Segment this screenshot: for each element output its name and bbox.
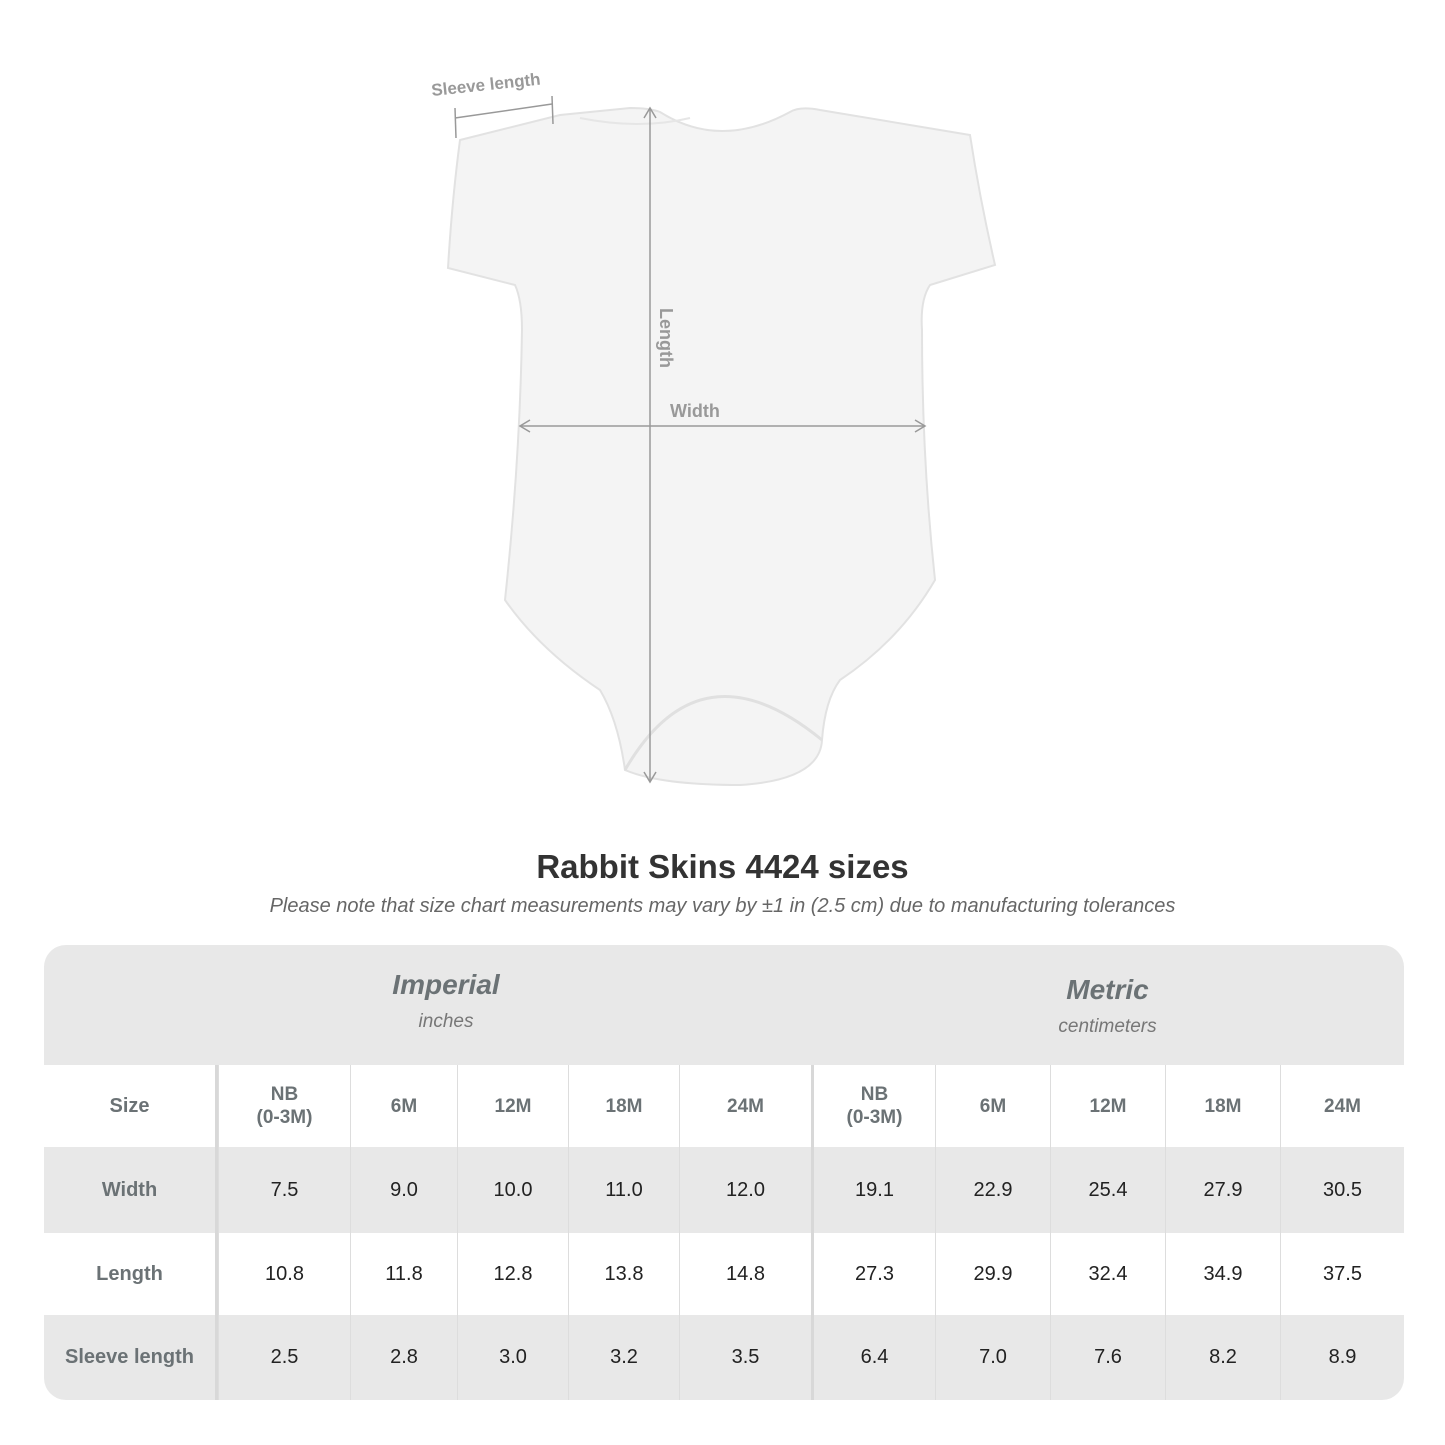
size-label: 12M [1090, 1095, 1127, 1118]
size-label-line: 12M [1089, 1095, 1127, 1117]
sleeve-tick-left [454, 107, 457, 139]
table-header: Imperial inches Metric centimeters [44, 945, 1404, 1065]
value-cell: 13.8 [568, 1233, 679, 1315]
sleeve-arrow [454, 103, 553, 119]
value-cell: 10.0 [457, 1147, 568, 1233]
imperial-header: Imperial inches [218, 969, 674, 1033]
value-cell: 7.0 [935, 1315, 1050, 1400]
value-cell: 2.8 [350, 1315, 457, 1400]
size-header-cell: 24M [1280, 1065, 1404, 1147]
row-label: Width [44, 1147, 218, 1233]
value-cell: 10.8 [218, 1233, 350, 1315]
value-cell: 11.0 [568, 1147, 679, 1233]
sleeve-tick-right [551, 95, 554, 125]
value-cell: 29.9 [935, 1233, 1050, 1315]
size-label: 6M [980, 1095, 1006, 1118]
size-header-cell: 24M [679, 1065, 811, 1147]
value-cell: 3.0 [457, 1315, 568, 1400]
row-label: Sleeve length [44, 1315, 218, 1400]
size-label-line: NB [860, 1084, 889, 1105]
value-cell: 25.4 [1050, 1147, 1165, 1233]
length-arrowhead-top [643, 106, 657, 119]
size-label-line: NB [270, 1084, 299, 1105]
imperial-unit: inches [418, 1011, 474, 1032]
value-cell: 3.5 [679, 1315, 811, 1400]
value-cell: 27.3 [811, 1233, 935, 1315]
size-header-cell: NB (0-3M) [218, 1065, 350, 1147]
width-arrowhead-right [914, 419, 927, 433]
value-cell: 34.9 [1165, 1233, 1280, 1315]
length-label: Length [656, 308, 676, 368]
chart-subtitle: Please note that size chart measurements… [269, 895, 1176, 917]
size-table: Imperial inches Metric centimeters Size N… [44, 945, 1404, 1400]
width-label: Width [670, 401, 720, 421]
value-cell: 6.4 [811, 1315, 935, 1400]
onesie-diagram: Sleeve length Length Width [430, 70, 997, 787]
size-header-cell: 12M [1050, 1065, 1165, 1147]
size-label: NB (0-3M) [847, 1083, 903, 1129]
size-label-line: 18M [1204, 1095, 1242, 1117]
size-label-line: (0-3M) [256, 1107, 313, 1128]
size-label: 18M [606, 1095, 643, 1118]
sleeve-length-label: Sleeve length [430, 70, 541, 100]
size-label: 24M [1324, 1095, 1361, 1118]
value-cell: 37.5 [1280, 1233, 1404, 1315]
metric-title: Metric [1066, 974, 1149, 1005]
size-header-cell: 18M [1165, 1065, 1280, 1147]
value-cell: 12.0 [679, 1147, 811, 1233]
measurement-lines [454, 95, 927, 784]
size-label: 18M [1205, 1095, 1242, 1118]
imperial-title: Imperial [392, 969, 500, 1000]
size-label-line: (0-3M) [846, 1107, 903, 1128]
value-cell: 19.1 [811, 1147, 935, 1233]
size-header-row: Size NB (0-3M) 6M 12M 18M 24M NB (0-3M) 6M 12M 18M 2… [44, 1065, 1404, 1147]
size-label-line: 6M [979, 1095, 1007, 1117]
value-cell: 7.5 [218, 1147, 350, 1233]
size-label: 24M [727, 1095, 764, 1118]
size-label: NB (0-3M) [257, 1083, 313, 1129]
chart-title: Rabbit Skins 4424 sizes [536, 848, 909, 885]
metric-unit: centimeters [1058, 1016, 1157, 1037]
size-label-line: 24M [1324, 1095, 1361, 1117]
value-cell: 30.5 [1280, 1147, 1404, 1233]
table-row: Width 7.5 9.0 10.0 11.0 12.0 19.1 22.9 25.4 27.9 3… [44, 1147, 1404, 1233]
size-label-line: 12M [494, 1095, 532, 1117]
value-cell: 9.0 [350, 1147, 457, 1233]
value-cell: 12.8 [457, 1233, 568, 1315]
size-label: 6M [391, 1095, 417, 1118]
value-cell: 3.2 [568, 1315, 679, 1400]
width-arrowhead-left [518, 419, 531, 433]
collar [579, 117, 691, 125]
value-cell: 8.9 [1280, 1315, 1404, 1400]
row-label: Size [44, 1065, 218, 1147]
metric-header: Metric centimeters [811, 974, 1404, 1038]
size-header-cell: NB (0-3M) [811, 1065, 935, 1147]
value-cell: 7.6 [1050, 1315, 1165, 1400]
length-arrowhead-bottom [643, 771, 657, 784]
table-row: Length 10.8 11.8 12.8 13.8 14.8 27.3 29.9 32.4 34… [44, 1233, 1404, 1315]
value-cell: 32.4 [1050, 1233, 1165, 1315]
value-cell: 11.8 [350, 1233, 457, 1315]
row-label: Length [44, 1233, 218, 1315]
size-header-cell: 6M [935, 1065, 1050, 1147]
value-cell: 14.8 [679, 1233, 811, 1315]
size-header-cell: 12M [457, 1065, 568, 1147]
value-cell: 22.9 [935, 1147, 1050, 1233]
size-header-cell: 18M [568, 1065, 679, 1147]
size-label: 12M [495, 1095, 532, 1118]
value-cell: 27.9 [1165, 1147, 1280, 1233]
size-header-cell: 6M [350, 1065, 457, 1147]
snap-flap [623, 695, 823, 771]
onesie-image [446, 106, 997, 787]
size-label-line: 24M [727, 1095, 764, 1117]
size-label-line: 6M [390, 1095, 418, 1117]
value-cell: 8.2 [1165, 1315, 1280, 1400]
table-row: Sleeve length 2.5 2.8 3.0 3.2 3.5 6.4 7.0 7.6 8.2… [44, 1315, 1404, 1400]
size-label-line: 18M [605, 1095, 643, 1117]
value-cell: 2.5 [218, 1315, 350, 1400]
